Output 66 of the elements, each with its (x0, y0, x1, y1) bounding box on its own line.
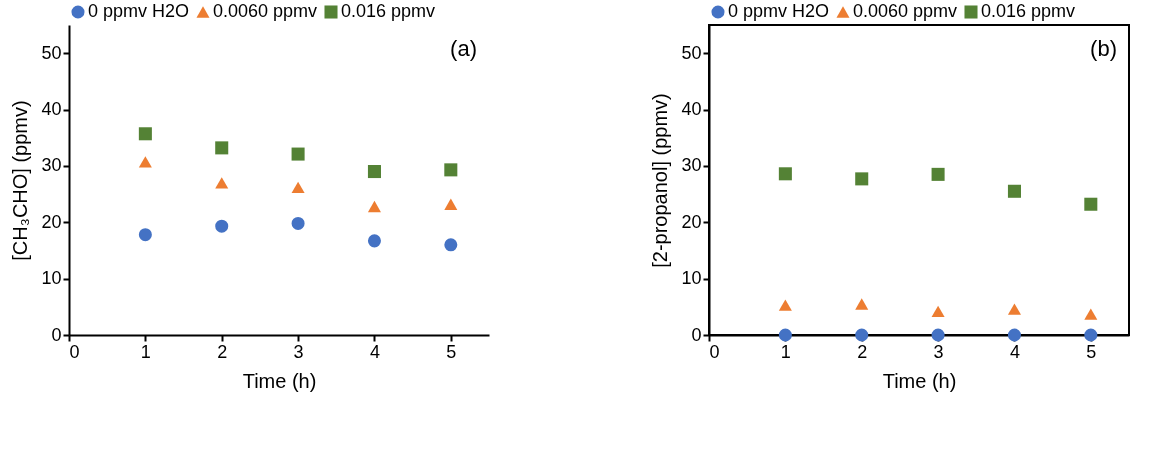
legend-label: 0.0060 ppmv (213, 1, 318, 21)
y-tick-label: 50 (681, 42, 702, 63)
point (138, 156, 152, 168)
point (855, 172, 869, 186)
x-tick-label: 4 (1009, 341, 1020, 362)
y-tick-label: 40 (41, 99, 62, 120)
point (291, 147, 305, 161)
point (444, 198, 458, 210)
point (138, 127, 152, 141)
point (1007, 184, 1021, 198)
point (1084, 308, 1098, 320)
y-tick-label: 10 (41, 268, 62, 289)
annotation: (a) (450, 36, 477, 61)
x-tick-label: 1 (140, 341, 151, 362)
y-tick-label: 10 (681, 268, 702, 289)
point (931, 167, 945, 181)
point (778, 167, 792, 181)
point (931, 305, 945, 317)
y-axis-title: [2-propanol] (ppmv) (649, 93, 672, 268)
y-tick-label: 30 (681, 155, 702, 176)
y-tick-label: 20 (41, 211, 62, 232)
x-tick-label: 0 (709, 341, 720, 362)
x-tick-label: 2 (857, 341, 868, 362)
x-tick-label: 1 (780, 341, 791, 362)
legend-label: 0.016 ppmv (341, 1, 436, 21)
point (1007, 303, 1021, 315)
x-tick-label: 5 (446, 341, 457, 362)
point (444, 238, 458, 252)
legend-label: 0.0060 ppmv (853, 1, 958, 21)
x-tick-label: 0 (69, 341, 80, 362)
x-tick-label: 5 (1086, 341, 1097, 362)
point (444, 163, 458, 177)
point (1084, 328, 1098, 342)
point (291, 181, 305, 193)
legend-label: 0 ppmv H2O (728, 1, 830, 21)
point (1084, 197, 1098, 211)
x-axis-title: Time (h) (882, 369, 957, 392)
x-tick-label: 2 (217, 341, 228, 362)
x-tick-label: 4 (369, 341, 380, 362)
x-axis-title: Time (h) (242, 369, 317, 392)
point (855, 298, 869, 310)
point (215, 219, 229, 233)
point (931, 328, 945, 342)
point (855, 328, 869, 342)
point (367, 200, 381, 213)
x-tick-label: 3 (293, 341, 304, 362)
y-tick-label: 30 (41, 155, 62, 176)
y-tick-label: 40 (681, 99, 702, 120)
point (215, 141, 229, 155)
point (138, 228, 152, 242)
x-tick-label: 3 (933, 341, 944, 362)
point (367, 234, 381, 248)
point (778, 299, 792, 311)
y-tick-label: 0 (51, 324, 62, 345)
point (367, 165, 381, 179)
point (215, 177, 229, 189)
y-tick-label: 50 (41, 42, 62, 63)
annotation: (b) (1090, 36, 1117, 61)
legend-label: 0 ppmv H2O (88, 1, 190, 21)
y-tick-label: 0 (691, 324, 702, 345)
y-axis-title: [CH₃CHO] (ppmv) (9, 100, 32, 261)
legend-label: 0.016 ppmv (981, 1, 1076, 21)
point (291, 216, 305, 230)
point (778, 328, 792, 342)
y-tick-label: 20 (681, 211, 702, 232)
point (1007, 328, 1021, 342)
